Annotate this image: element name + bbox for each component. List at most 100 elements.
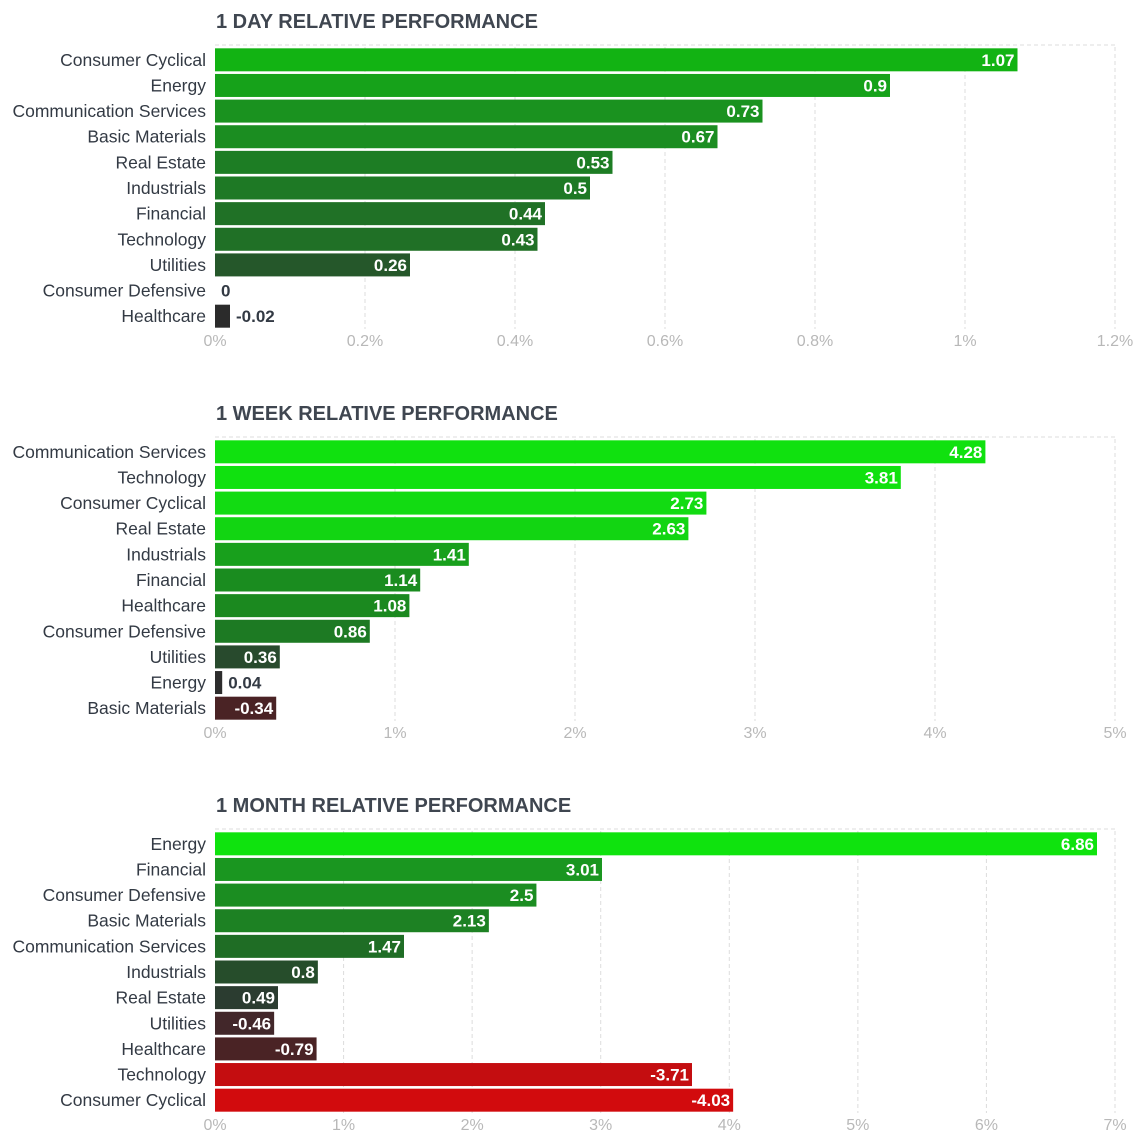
bar-consumer-defensive[interactable] — [215, 883, 537, 907]
bar-consumer-cyclical[interactable] — [215, 1088, 734, 1112]
value-label-financial: 3.01 — [566, 860, 599, 879]
value-label-communication-services: 4.28 — [949, 443, 982, 462]
category-label-consumer-defensive: Consumer Defensive — [43, 621, 206, 641]
value-label-utilities: 0.26 — [374, 256, 407, 275]
bar-consumer-cyclical[interactable] — [215, 491, 707, 515]
value-label-technology: -3.71 — [650, 1066, 689, 1085]
category-label-communication-services: Communication Services — [12, 101, 206, 121]
category-label-communication-services: Communication Services — [12, 442, 206, 462]
value-label-real-estate: 0.53 — [576, 153, 609, 172]
x-tick-label: 2% — [563, 725, 586, 742]
chart-1: 1 DAY RELATIVE PERFORMANCE 0% 0.2% 0.4% 0.6%… — [12, 11, 1133, 350]
bar-technology[interactable] — [215, 1063, 692, 1087]
bar-utilities[interactable] — [215, 253, 410, 277]
value-label-basic-materials: -0.34 — [234, 699, 273, 718]
category-label-industrials: Industrials — [126, 962, 206, 982]
bar-basic-materials[interactable] — [215, 696, 277, 720]
x-tick-label: 0.4% — [497, 333, 533, 350]
x-tick-label: 3% — [743, 725, 766, 742]
x-tick-label: 1% — [332, 1117, 355, 1134]
x-tick-label: 0.2% — [347, 333, 383, 350]
category-label-consumer-defensive: Consumer Defensive — [43, 281, 206, 301]
category-label-consumer-cyclical: Consumer Cyclical — [60, 493, 206, 513]
value-label-consumer-cyclical: -4.03 — [691, 1091, 730, 1110]
value-label-consumer-defensive: 0.86 — [334, 622, 367, 641]
x-tick-label: 0% — [203, 725, 226, 742]
chart-2: 1 WEEK RELATIVE PERFORMANCE 0% 1% 2% 3% 4% 5% C… — [12, 403, 1126, 742]
x-tick-label: 1% — [383, 725, 406, 742]
x-tick-label: 2% — [461, 1117, 484, 1134]
bar-technology[interactable] — [215, 227, 538, 251]
chart-title: 1 DAY RELATIVE PERFORMANCE — [216, 11, 538, 33]
value-label-consumer-cyclical: 1.07 — [981, 51, 1014, 70]
value-label-consumer-cyclical: 2.73 — [670, 494, 703, 513]
chart-title: 1 WEEK RELATIVE PERFORMANCE — [216, 403, 558, 425]
x-tick-label: 5% — [846, 1117, 869, 1134]
x-tick-label: 0.6% — [647, 333, 683, 350]
x-tick-label: 0% — [203, 333, 226, 350]
value-label-industrials: 0.8 — [291, 963, 315, 982]
bar-basic-materials[interactable] — [215, 909, 489, 933]
bar-energy[interactable] — [215, 73, 890, 97]
x-tick-label: 4% — [923, 725, 946, 742]
category-label-basic-materials: Basic Materials — [87, 911, 206, 931]
x-tick-label: 4% — [718, 1117, 741, 1134]
bar-real-estate[interactable] — [215, 517, 689, 541]
bar-basic-materials[interactable] — [215, 125, 718, 149]
x-tick-label: 6% — [975, 1117, 998, 1134]
value-label-real-estate: 2.63 — [652, 520, 685, 539]
value-label-healthcare: 1.08 — [373, 597, 406, 616]
bar-technology[interactable] — [215, 465, 901, 489]
bar-communication-services[interactable] — [215, 99, 763, 123]
value-label-healthcare: -0.02 — [236, 307, 275, 326]
category-label-basic-materials: Basic Materials — [87, 127, 206, 147]
category-label-technology: Technology — [117, 229, 206, 249]
bar-energy[interactable] — [215, 671, 223, 695]
bar-consumer-cyclical[interactable] — [215, 48, 1018, 72]
x-tick-label: 0.8% — [797, 333, 833, 350]
value-label-utilities: 0.36 — [244, 648, 277, 667]
bar-real-estate[interactable] — [215, 986, 278, 1010]
category-label-utilities: Utilities — [150, 255, 207, 275]
value-label-basic-materials: 0.67 — [681, 128, 714, 147]
chart-3: 1 MONTH RELATIVE PERFORMANCE 0% 1% 2% 3% 4% 5%… — [12, 795, 1126, 1134]
bar-utilities[interactable] — [215, 1011, 275, 1035]
bar-healthcare[interactable] — [215, 304, 230, 328]
bar-communication-services[interactable] — [215, 440, 986, 464]
x-tick-label: 7% — [1103, 1117, 1126, 1134]
category-label-energy: Energy — [151, 673, 207, 693]
value-label-financial: 0.44 — [509, 205, 543, 224]
bar-industrials[interactable] — [215, 960, 318, 984]
value-label-industrials: 0.5 — [563, 179, 587, 198]
value-label-technology: 0.43 — [501, 230, 534, 249]
x-tick-label: 1.2% — [1097, 333, 1133, 350]
category-label-healthcare: Healthcare — [121, 306, 206, 326]
category-label-real-estate: Real Estate — [116, 519, 206, 539]
bar-industrials[interactable] — [215, 542, 469, 566]
bar-industrials[interactable] — [215, 176, 590, 200]
x-tick-label: 0% — [203, 1117, 226, 1134]
bar-healthcare[interactable] — [215, 1037, 317, 1061]
category-label-consumer-cyclical: Consumer Cyclical — [60, 1090, 206, 1110]
category-label-technology: Technology — [117, 467, 206, 487]
bar-healthcare[interactable] — [215, 594, 410, 618]
category-label-financial: Financial — [136, 204, 206, 224]
bar-energy[interactable] — [215, 832, 1097, 856]
category-label-utilities: Utilities — [150, 1013, 207, 1033]
bar-real-estate[interactable] — [215, 150, 613, 174]
category-label-financial: Financial — [136, 859, 206, 879]
bar-utilities[interactable] — [215, 645, 280, 669]
bar-financial[interactable] — [215, 568, 421, 592]
bar-financial[interactable] — [215, 857, 602, 881]
value-label-consumer-defensive: 2.5 — [510, 886, 534, 905]
bar-communication-services[interactable] — [215, 934, 404, 958]
chart-title: 1 MONTH RELATIVE PERFORMANCE — [216, 795, 571, 817]
value-label-financial: 1.14 — [384, 571, 418, 590]
bar-financial[interactable] — [215, 202, 545, 226]
value-label-real-estate: 0.49 — [242, 989, 275, 1008]
bar-consumer-defensive[interactable] — [215, 619, 370, 643]
value-label-energy: 0.9 — [863, 76, 887, 95]
value-label-utilities: -0.46 — [232, 1014, 271, 1033]
category-label-real-estate: Real Estate — [116, 152, 206, 172]
